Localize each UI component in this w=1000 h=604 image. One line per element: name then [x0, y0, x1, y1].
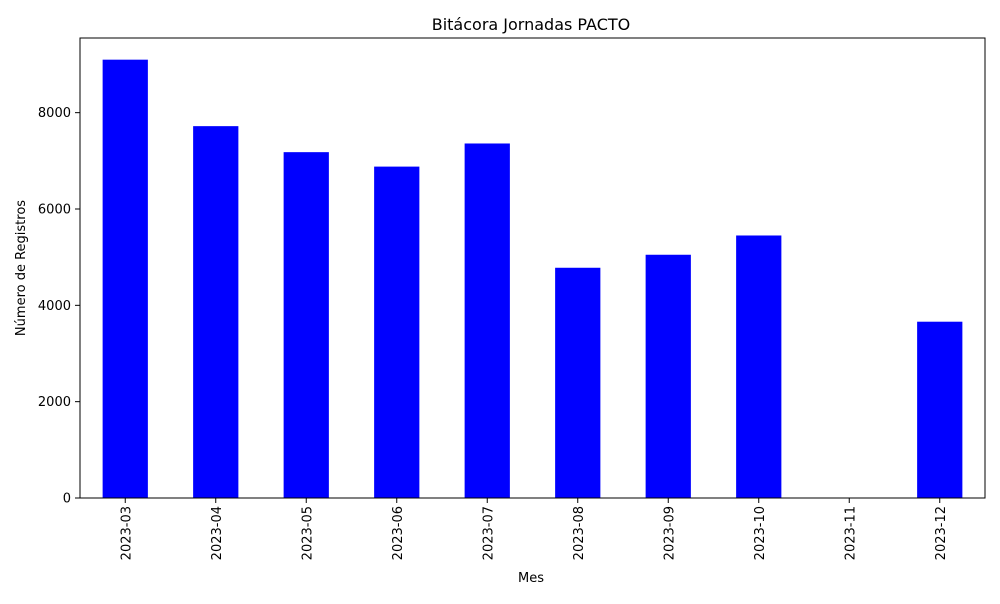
x-tick-label: 2023-11 — [843, 506, 858, 560]
x-tick-label: 2023-07 — [481, 506, 496, 560]
bar-2023-08 — [555, 267, 601, 498]
y-tick-label: 4000 — [38, 299, 71, 314]
x-axis-label: Mes — [518, 571, 544, 586]
bar-2023-04 — [193, 126, 239, 498]
bar-2023-05 — [283, 152, 329, 498]
y-ticks-group: 0 2000 4000 6000 8000 — [38, 106, 80, 507]
bar-2023-09 — [645, 254, 691, 498]
y-tick-label: 0 — [63, 492, 71, 507]
x-ticks-group: 2023-03 2023-04 2023-05 2023-06 2023-07 2023-… — [119, 498, 949, 560]
bar-2023-12 — [917, 321, 963, 498]
bar-2023-06 — [374, 166, 420, 498]
bar-2023-10 — [736, 235, 782, 498]
plot-frame — [79, 37, 986, 499]
bar-2023-03 — [102, 59, 148, 499]
x-tick-label: 2023-06 — [391, 506, 406, 560]
chart-title: Bitácora Jornadas PACTO — [432, 15, 631, 34]
bars-group — [102, 59, 963, 499]
x-tick-label: 2023-03 — [119, 506, 134, 560]
y-axis-label: Número de Registros — [14, 200, 29, 336]
bar-2023-07 — [464, 143, 510, 498]
x-tick-label: 2023-09 — [662, 506, 677, 560]
x-tick-label: 2023-10 — [753, 506, 768, 560]
y-tick-label: 6000 — [38, 202, 71, 217]
x-tick-label: 2023-12 — [934, 506, 949, 560]
x-tick-label: 2023-05 — [300, 506, 315, 560]
x-tick-label: 2023-08 — [572, 506, 587, 560]
y-tick-label: 8000 — [38, 106, 71, 121]
y-tick-label: 2000 — [38, 395, 71, 410]
x-tick-label: 2023-04 — [210, 506, 225, 560]
